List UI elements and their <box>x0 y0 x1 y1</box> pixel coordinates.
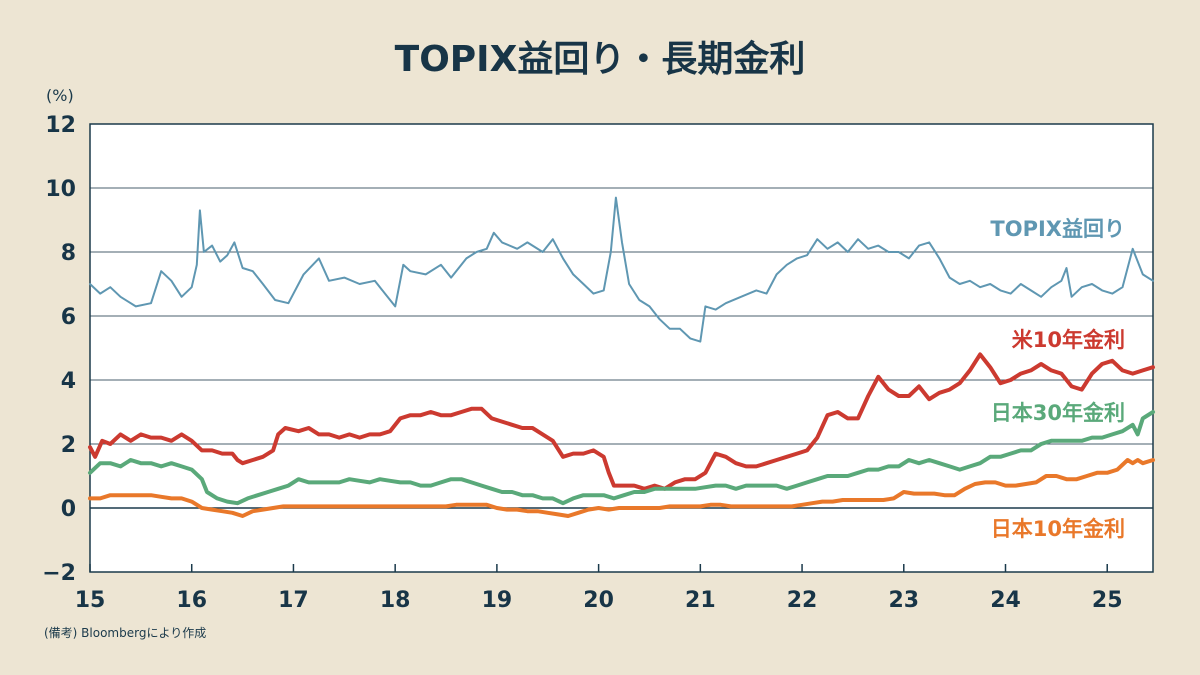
series-label: 日本30年金利 <box>991 401 1125 425</box>
series-line <box>89 196 1154 343</box>
plot-frame <box>89 123 1154 573</box>
y-tick-label: 6 <box>61 305 76 330</box>
x-tick-label: 21 <box>685 588 716 613</box>
series-label: 日本10年金利 <box>991 517 1125 541</box>
y-tick-label: 2 <box>61 433 76 458</box>
series-line <box>88 410 1155 506</box>
y-tick-label: 4 <box>61 369 76 394</box>
plot-area <box>90 124 1153 572</box>
x-tick-label: 24 <box>990 588 1021 613</box>
y-tick-label: 0 <box>61 497 76 522</box>
series-label: 米10年金利 <box>1012 328 1125 352</box>
y-tick-label: 12 <box>45 113 76 138</box>
y-tick-label: −2 <box>42 561 76 586</box>
y-tick-label: 8 <box>61 241 76 266</box>
x-tick-label: 22 <box>787 588 818 613</box>
x-tick-label: 17 <box>278 588 309 613</box>
series-label: TOPIX益回り <box>990 217 1125 241</box>
series-line <box>88 352 1155 491</box>
x-tick-label: 19 <box>482 588 513 613</box>
x-tick-label: 20 <box>583 588 614 613</box>
x-tick-label: 15 <box>75 588 106 613</box>
x-tick-label: 25 <box>1092 588 1123 613</box>
series-line <box>88 458 1155 518</box>
x-tick-label: 23 <box>888 588 919 613</box>
y-axis-unit-label: (%) <box>46 86 74 105</box>
chart-title: TOPIX益回り・長期金利 <box>394 39 806 80</box>
source-note: (備考) Bloombergにより作成 <box>44 626 207 640</box>
x-tick-label: 16 <box>176 588 207 613</box>
y-tick-label: 10 <box>45 177 76 202</box>
x-tick-label: 18 <box>380 588 411 613</box>
